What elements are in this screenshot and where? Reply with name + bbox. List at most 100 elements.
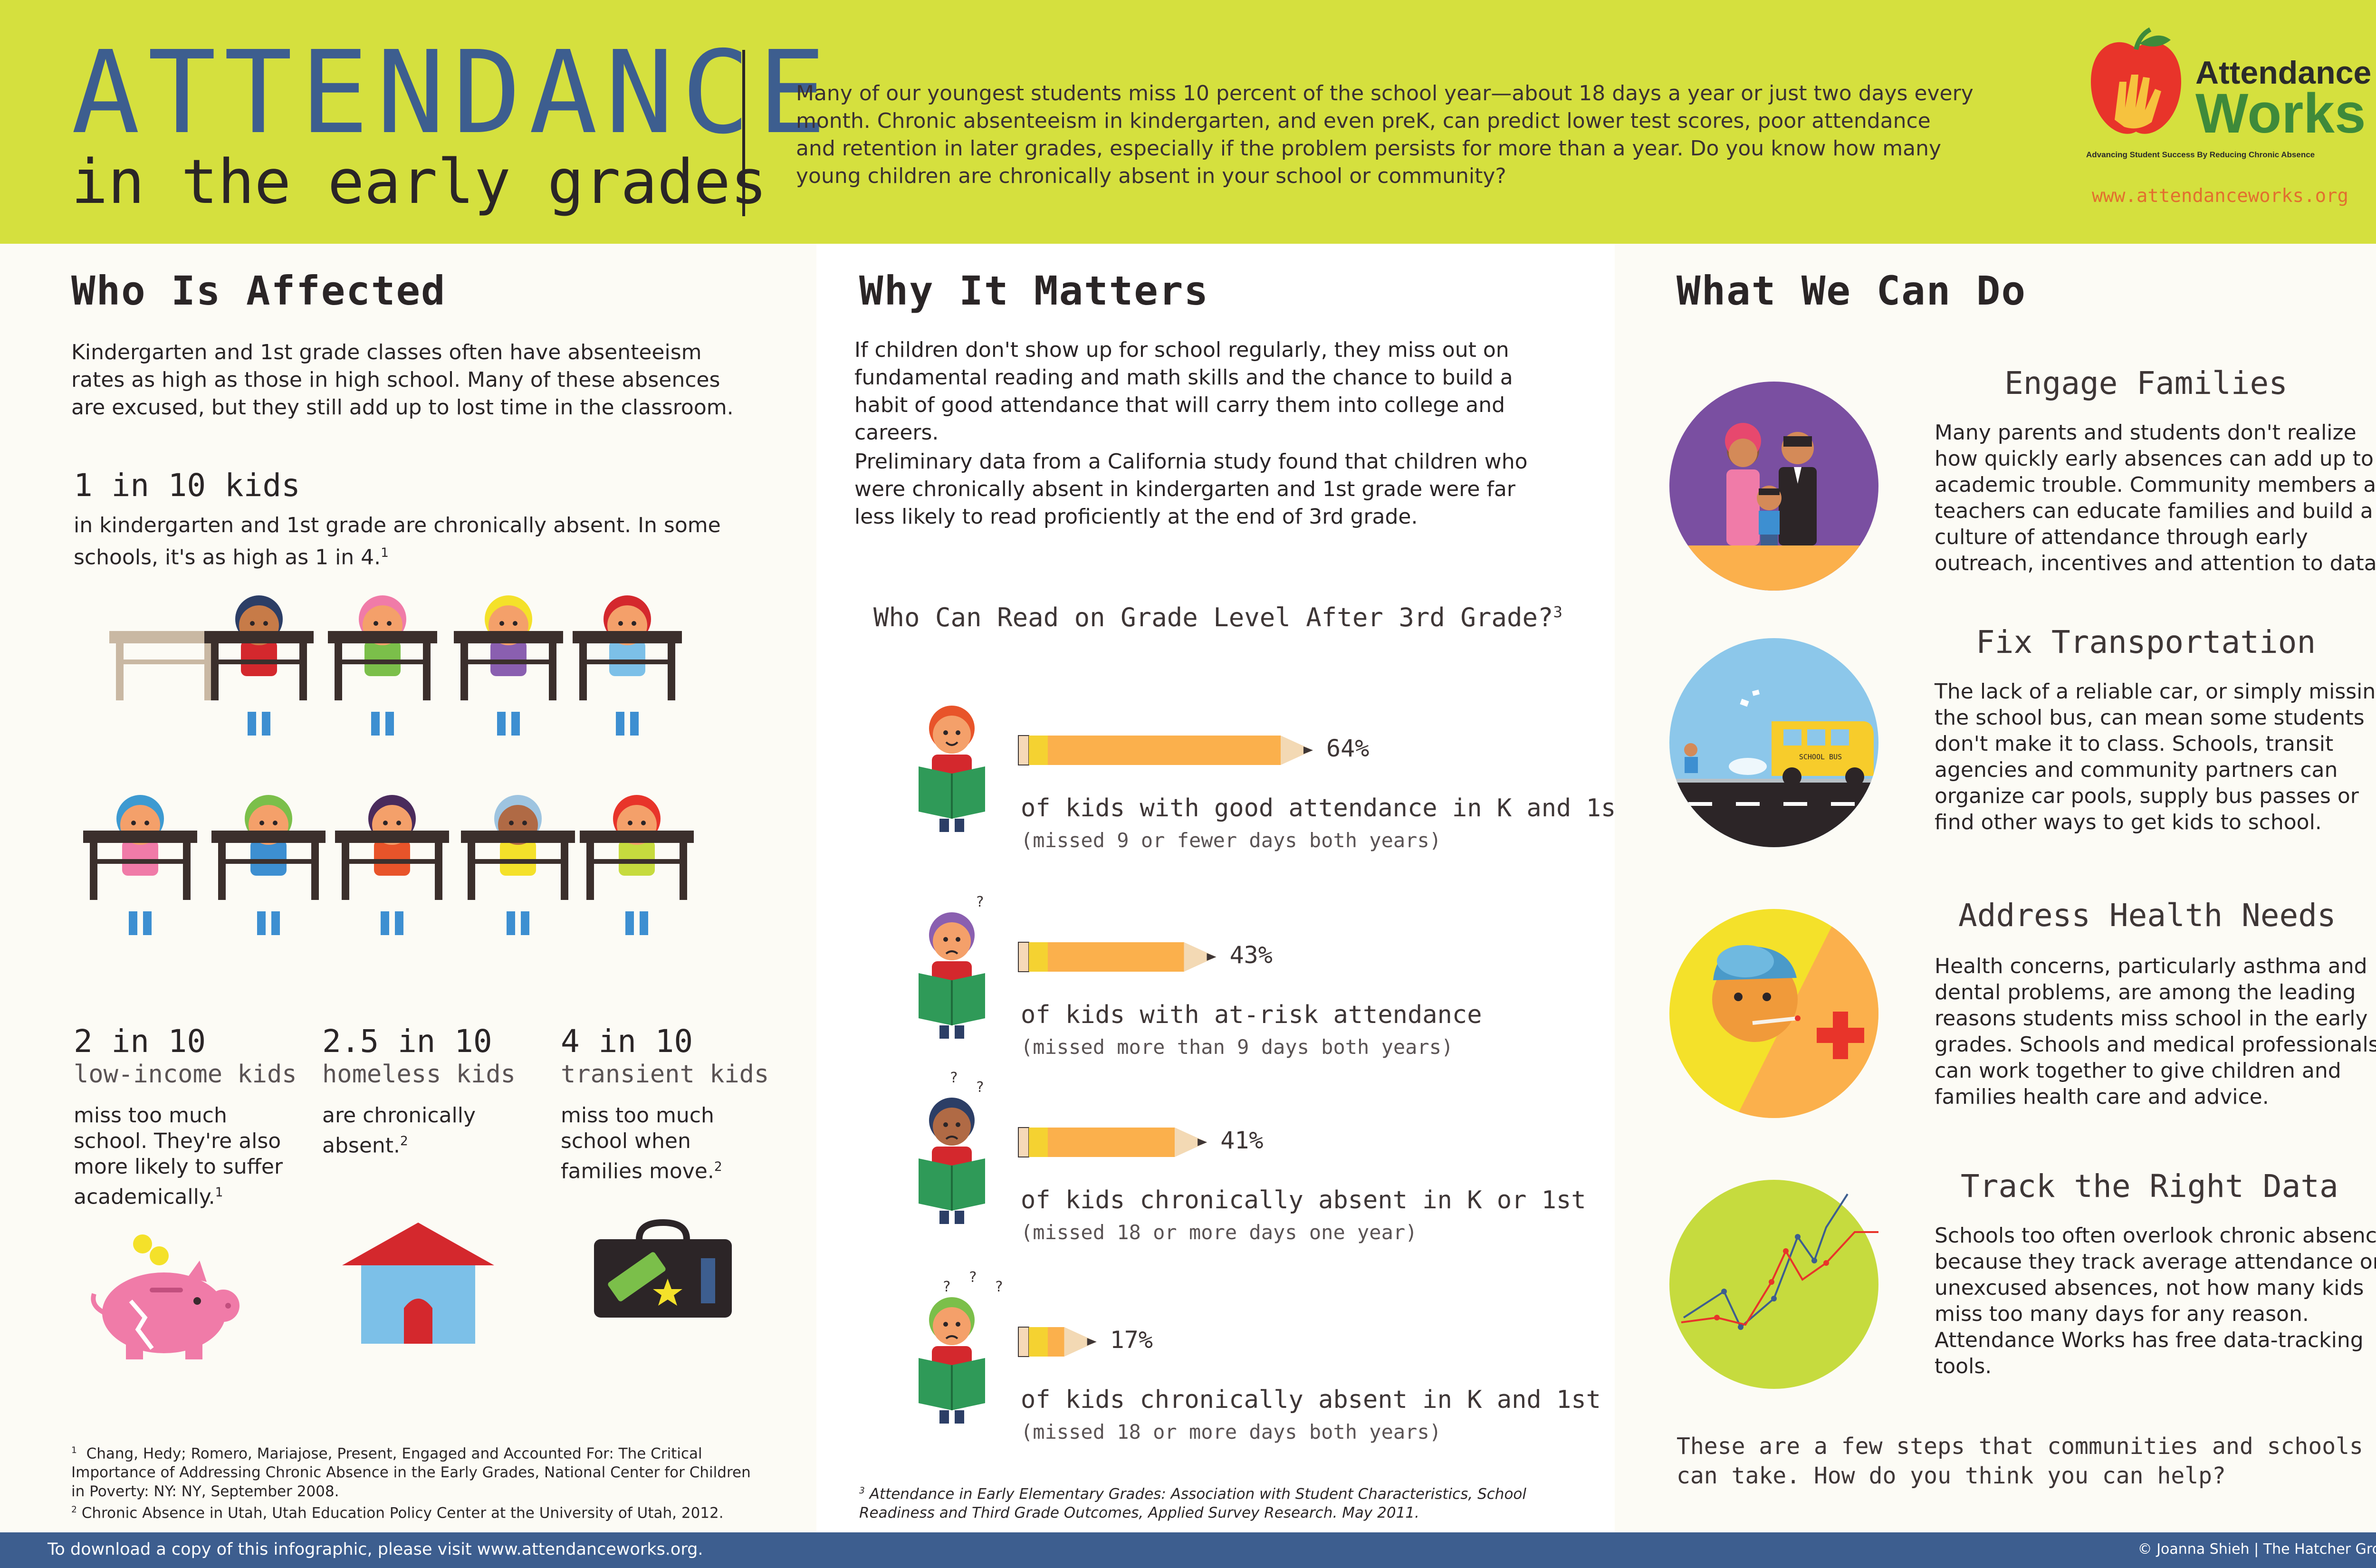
bar-value-label: 41%: [1220, 1127, 1263, 1154]
why-section-title: Why It Matters: [859, 268, 1209, 314]
student-figure: [613, 795, 661, 935]
bar-value-label: 43%: [1230, 941, 1273, 969]
why-paragraph-2: Preliminary data from a California study…: [854, 449, 1528, 529]
footer-download-text[interactable]: To download a copy of this infographic, …: [48, 1540, 703, 1559]
logo-tagline: Advancing Student Success By Reducing Ch…: [2086, 150, 2315, 159]
header-banner: ATTENDANCE in the early grades Many of o…: [0, 0, 2376, 244]
one-in-ten-text: in kindergarten and 1st grade are chroni…: [74, 513, 721, 570]
student-figure: [368, 795, 416, 935]
bar-category-label: of kids chronically absent in K or 1st: [1021, 1186, 1586, 1214]
group-label: transient kids: [561, 1060, 769, 1089]
chart-title: Who Can Read on Grade Level After 3rd Gr…: [873, 602, 1562, 632]
group-label: homeless kids: [322, 1060, 516, 1089]
question-mark: ?: [976, 894, 984, 910]
step-title: Fix Transportation: [1976, 624, 2316, 660]
house-icon: [342, 1223, 494, 1344]
reading-child-icon: [919, 706, 985, 832]
why-paragraph-1: If children don't show up for school reg…: [854, 338, 1513, 445]
who-intro: Kindergarten and 1st grade classes often…: [71, 340, 734, 420]
footnote: 1 Chang, Hedy; Romero, Mariajose, Presen…: [71, 1445, 751, 1501]
family-icon: [1669, 382, 1878, 591]
header-intro: Many of our youngest students miss 10 pe…: [796, 81, 1974, 188]
step-title: Track the Right Data: [1961, 1168, 2338, 1205]
line-graph-icon: [1669, 1180, 1878, 1389]
step-text: Schools too often overlook chronic absen…: [1935, 1224, 2376, 1378]
question-mark: ?: [976, 1079, 984, 1096]
reading-chart: 64% of kids with good attendance in K and…: [919, 706, 1631, 1444]
group-text: miss too much school when families move.…: [561, 1103, 722, 1184]
step-text: The lack of a reliable car, or simply mi…: [1935, 679, 2376, 834]
reading-child-icon: [919, 1297, 985, 1424]
logo-name-line2: Works: [2195, 82, 2366, 145]
step-text: Many parents and students don't realize …: [1935, 421, 2376, 575]
desk: [461, 831, 575, 900]
student-figure: [116, 795, 164, 935]
group-ratio: 2.5 in 10: [322, 1023, 492, 1060]
logo-name-line1: Attendance: [2195, 55, 2372, 91]
footer-credit: © Joanna Shieh | The Hatcher Group: [2137, 1541, 2376, 1558]
student-figure: [359, 595, 406, 736]
page-title: ATTENDANCE: [71, 26, 834, 159]
bar-category-label: of kids with good attendance in K and 1s…: [1021, 794, 1631, 822]
desk: [573, 631, 682, 700]
step-title: Engage Families: [2004, 365, 2288, 402]
chart-footnote: 3 Attendance in Early Elementary Grades:…: [859, 1485, 1527, 1522]
group-ratio: 4 in 10: [561, 1023, 693, 1060]
pencil-bar: [1018, 735, 1313, 765]
desk: [204, 631, 314, 700]
suitcase-icon: [594, 1219, 732, 1318]
footnote: 2 Chronic Absence in Utah, Utah Educatio…: [71, 1504, 724, 1522]
bar-value-label: 17%: [1110, 1326, 1153, 1354]
what-section-title: What We Can Do: [1677, 268, 2027, 314]
svg-text:SCHOOL BUS: SCHOOL BUS: [1799, 753, 1842, 761]
one-in-ten-stat: 1 in 10 kids: [74, 467, 300, 504]
school-bus-icon: SCHOOL BUS: [1669, 638, 1878, 847]
what-we-can-do-column: What We Can Do Engage Families Many pare…: [1615, 244, 2376, 1532]
pencil-bar: [1018, 942, 1217, 972]
who-is-affected-column: Who Is Affected Kindergarten and 1st gra…: [0, 244, 816, 1532]
piggy-bank-icon: [91, 1234, 240, 1359]
bar-note-label: (missed more than 9 days both years): [1021, 1035, 1453, 1059]
reading-child-icon: [919, 912, 985, 1039]
question-mark: ?: [968, 1269, 977, 1286]
classroom-illustration: [83, 595, 694, 935]
desk: [580, 831, 694, 900]
student-figure: [485, 595, 532, 736]
apple-hand-icon: [2091, 27, 2181, 134]
desk: [328, 631, 437, 700]
who-section-title: Who Is Affected: [71, 268, 446, 314]
bar-note-label: (missed 9 or fewer days both years): [1021, 829, 1441, 852]
pencil-bar: [1018, 1127, 1207, 1157]
bar-category-label: of kids chronically absent in K and 1st: [1021, 1386, 1601, 1414]
reading-child-icon: [919, 1098, 985, 1224]
sick-child-icon: [1669, 909, 1878, 1118]
step-text: Health concerns, particularly asthma and…: [1935, 954, 2376, 1109]
group-label: low-income kids: [74, 1060, 297, 1089]
question-mark: ?: [949, 1070, 958, 1086]
bar-note-label: (missed 18 or more days both years): [1021, 1420, 1441, 1444]
desk: [335, 831, 449, 900]
question-mark: ?: [942, 1279, 951, 1295]
pencil-bar: [1018, 1327, 1097, 1357]
step-title: Address Health Needs: [1958, 897, 2336, 934]
student-figure: [494, 795, 542, 935]
closing-text: These are a few steps that communities a…: [1677, 1433, 2363, 1489]
header-divider: [742, 50, 745, 216]
desk: [83, 831, 197, 900]
bar-value-label: 64%: [1326, 735, 1369, 762]
logo-url[interactable]: www.attendanceworks.org: [2092, 185, 2349, 207]
desk: [109, 631, 219, 700]
question-mark: ?: [995, 1279, 1003, 1295]
bar-category-label: of kids with at-risk attendance: [1021, 1001, 1482, 1029]
attendance-works-logo: Attendance Works Advancing Student Succe…: [2086, 27, 2376, 210]
desk: [211, 831, 326, 900]
student-figure: [245, 795, 292, 935]
bar-note-label: (missed 18 or more days one year): [1021, 1221, 1417, 1244]
page-subtitle: in the early grades: [71, 147, 767, 218]
footer-bar: To download a copy of this infographic, …: [0, 1532, 2376, 1568]
group-text: are chronically absent.2: [322, 1103, 476, 1158]
group-text: miss too much school. They're also more …: [74, 1103, 283, 1209]
group-ratio: 2 in 10: [74, 1023, 206, 1060]
desk: [454, 631, 563, 700]
